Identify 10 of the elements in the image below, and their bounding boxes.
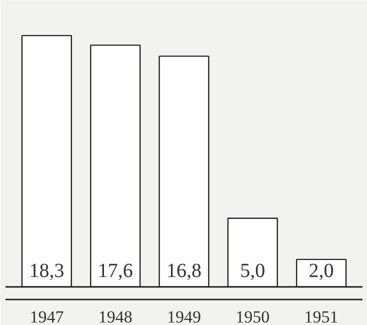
data-label: 18,3 (29, 260, 64, 282)
x-tick-label: 1948 (98, 308, 132, 325)
x-tick-label: 1950 (236, 308, 270, 325)
data-label: 16,8 (166, 260, 202, 282)
x-tick-label: 1951 (304, 308, 338, 325)
data-label: 5,0 (240, 260, 266, 282)
x-tick-label: 1947 (30, 308, 64, 325)
data-label: 17,6 (98, 260, 133, 282)
x-tick-label: 1949 (167, 308, 201, 325)
data-label: 2,0 (308, 260, 334, 282)
